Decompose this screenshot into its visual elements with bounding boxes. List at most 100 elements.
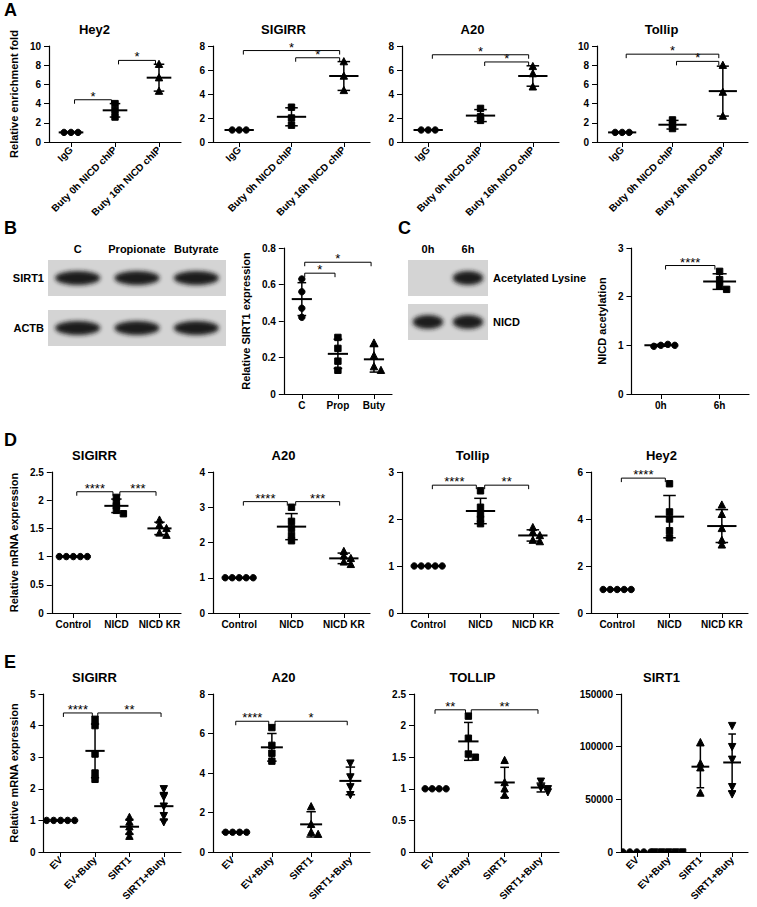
svg-text:8: 8 [199, 689, 205, 700]
svg-text:0: 0 [583, 137, 589, 148]
svg-text:Control: Control [221, 619, 257, 630]
svg-text:SIRT1: SIRT1 [287, 854, 315, 882]
svg-text:0: 0 [30, 847, 36, 858]
svg-text:2: 2 [38, 495, 44, 506]
svg-text:4: 4 [199, 768, 205, 779]
svg-text:2: 2 [35, 117, 41, 128]
svg-text:A20: A20 [461, 22, 485, 37]
svg-text:6h: 6h [462, 243, 475, 255]
svg-text:SIGIRR: SIGIRR [261, 22, 306, 37]
svg-text:****: **** [633, 467, 653, 482]
svg-text:NICD acetylation: NICD acetylation [596, 277, 608, 365]
svg-text:Butyrate: Butyrate [174, 243, 219, 255]
svg-text:***: *** [310, 491, 325, 506]
svg-text:A20: A20 [272, 448, 296, 463]
svg-text:EV+Buty: EV+Buty [239, 854, 276, 891]
svg-text:SIRT1+Buty: SIRT1+Buty [307, 854, 355, 902]
svg-text:NICD: NICD [493, 316, 520, 328]
svg-text:EV+Buty: EV+Buty [636, 854, 673, 891]
svg-text:****: **** [680, 255, 700, 270]
svg-text:*: * [134, 49, 139, 64]
svg-text:50000: 50000 [585, 794, 613, 805]
svg-text:1.5: 1.5 [30, 523, 44, 534]
svg-text:*: * [695, 50, 700, 65]
svg-text:****: **** [444, 474, 464, 489]
svg-text:Relative mRNA expression: Relative mRNA expression [8, 703, 20, 843]
svg-text:8: 8 [583, 60, 589, 71]
svg-text:6: 6 [35, 79, 41, 90]
svg-text:0.6: 0.6 [262, 279, 276, 290]
svg-text:NICD: NICD [279, 619, 303, 630]
svg-text:SIGIRR: SIGIRR [72, 670, 117, 685]
svg-text:2: 2 [583, 117, 589, 128]
svg-text:1: 1 [618, 340, 624, 351]
svg-text:100000: 100000 [580, 741, 614, 752]
svg-text:150000: 150000 [580, 689, 614, 700]
svg-text:Tollip: Tollip [645, 22, 679, 37]
svg-text:Relative SIRT1 expression: Relative SIRT1 expression [240, 252, 252, 390]
svg-text:SIGIRR: SIGIRR [72, 448, 117, 463]
svg-text:SIRT1: SIRT1 [643, 670, 680, 685]
svg-text:4: 4 [388, 89, 394, 100]
svg-text:*: * [317, 262, 322, 277]
svg-text:Buty 16h NICD chIP: Buty 16h NICD chIP [463, 144, 537, 218]
svg-text:Prop: Prop [327, 400, 350, 411]
svg-text:NICD KR: NICD KR [701, 619, 743, 630]
svg-text:8: 8 [388, 41, 394, 52]
svg-text:****: **** [255, 491, 275, 506]
svg-text:NICD: NICD [657, 619, 681, 630]
svg-text:EV: EV [47, 854, 64, 871]
svg-text:6: 6 [577, 467, 583, 478]
svg-text:Relative enrichment fold: Relative enrichment fold [8, 30, 20, 158]
svg-text:IgG: IgG [413, 144, 433, 164]
svg-text:6h: 6h [714, 400, 726, 411]
svg-text:*: * [309, 710, 314, 725]
svg-text:1: 1 [38, 551, 44, 562]
svg-text:*: * [90, 89, 95, 104]
svg-text:*: * [335, 251, 340, 266]
svg-text:IgG: IgG [55, 144, 75, 164]
svg-text:2: 2 [30, 783, 36, 794]
svg-text:0: 0 [38, 608, 44, 619]
svg-text:6: 6 [388, 65, 394, 76]
svg-text:0.5: 0.5 [392, 815, 406, 826]
svg-text:4: 4 [199, 467, 205, 478]
svg-text:4: 4 [583, 98, 589, 109]
svg-text:2.5: 2.5 [392, 689, 406, 700]
svg-text:NICD: NICD [104, 619, 128, 630]
svg-text:2: 2 [618, 291, 624, 302]
svg-text:1.5: 1.5 [392, 752, 406, 763]
svg-text:4: 4 [199, 89, 205, 100]
svg-text:0: 0 [35, 137, 41, 148]
svg-text:Control: Control [599, 619, 635, 630]
svg-text:0.2: 0.2 [262, 352, 276, 363]
svg-text:*: * [478, 44, 483, 59]
svg-text:0h: 0h [655, 400, 667, 411]
svg-text:Tollip: Tollip [456, 448, 490, 463]
svg-text:*: * [315, 47, 320, 62]
svg-text:*: * [504, 51, 509, 66]
svg-text:EV: EV [419, 854, 436, 871]
svg-text:**: ** [124, 702, 134, 717]
svg-text:0: 0 [270, 389, 276, 400]
svg-text:SIRT1: SIRT1 [481, 854, 509, 882]
svg-text:2: 2 [388, 113, 394, 124]
svg-text:3: 3 [388, 467, 394, 478]
svg-text:0.4: 0.4 [262, 316, 276, 327]
svg-text:***: *** [130, 481, 145, 496]
svg-text:0: 0 [199, 608, 205, 619]
svg-text:*: * [289, 40, 294, 55]
svg-text:C: C [298, 400, 305, 411]
svg-text:IgG: IgG [224, 144, 244, 164]
svg-text:Hey2: Hey2 [79, 22, 110, 37]
svg-text:5: 5 [30, 689, 36, 700]
svg-text:**: ** [500, 699, 510, 714]
svg-text:Buty 16h NICD chIP: Buty 16h NICD chIP [274, 144, 348, 218]
svg-text:1: 1 [400, 783, 406, 794]
svg-text:4: 4 [35, 98, 41, 109]
svg-text:6: 6 [583, 79, 589, 90]
svg-text:0.5: 0.5 [30, 579, 44, 590]
svg-text:****: **** [68, 702, 88, 717]
svg-text:**: ** [502, 474, 512, 489]
svg-text:Propionate: Propionate [108, 243, 165, 255]
